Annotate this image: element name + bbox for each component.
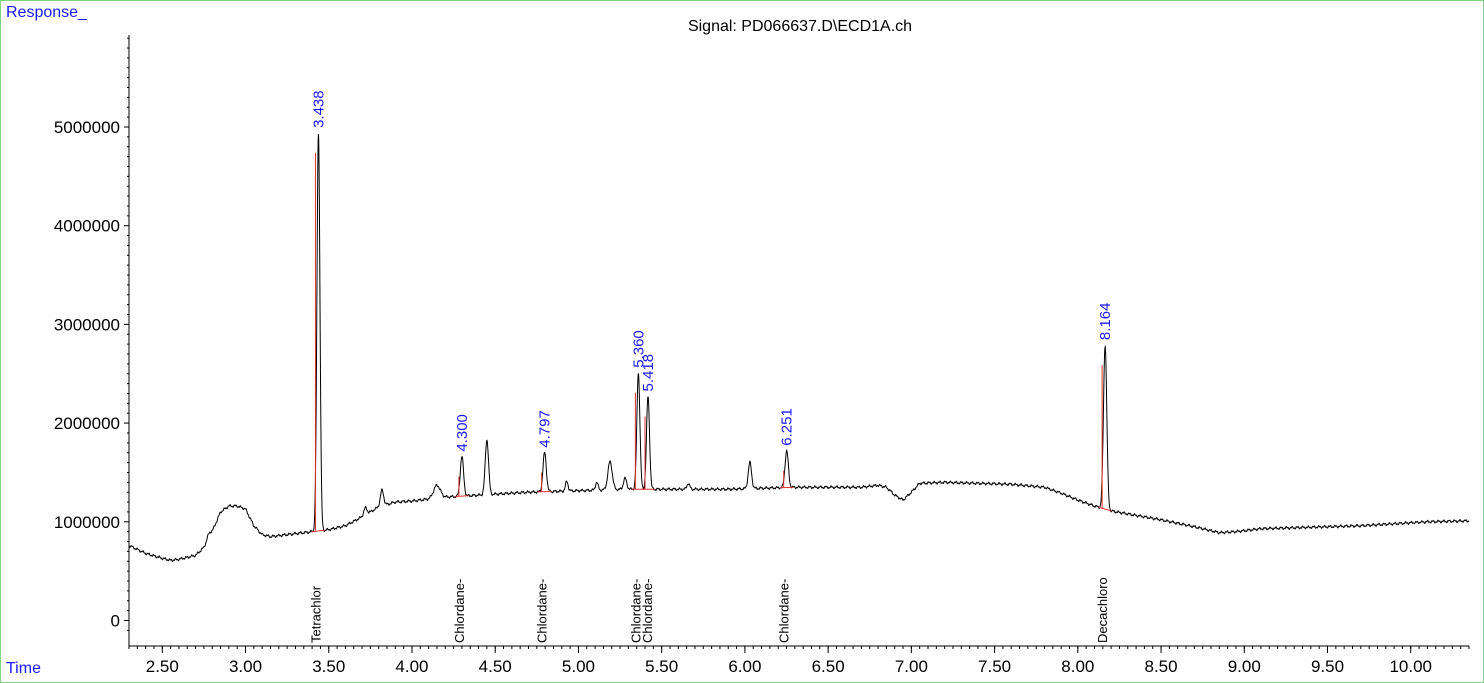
x-tick-label: 4.00 [395,657,428,676]
x-tick-label: 10.00 [1389,657,1432,676]
x-tick-label: 3.50 [312,657,345,676]
x-tick-label: 5.50 [645,657,678,676]
compound-label: Chlordane- [640,579,655,643]
x-tick-label: 7.00 [895,657,928,676]
y-tick-label: 2000000 [54,414,120,433]
chart-title: Signal: PD066637.D\ECD1A.ch [687,18,913,35]
peak-rt-label: 4.300 [454,414,471,452]
y-tick-label: 5000000 [54,118,120,137]
peak-rt-label: 6.251 [779,408,796,446]
x-tick-label: 7.50 [978,657,1011,676]
integration-baseline [1098,506,1112,512]
x-tick-label: 8.00 [1061,657,1094,676]
x-tick-label: 6.00 [728,657,761,676]
y-tick-label: 3000000 [54,315,120,334]
peak-rt-label: 8.164 [1097,303,1114,341]
x-tick-label: 8.50 [1145,657,1178,676]
y-tick-label: 0 [111,612,120,631]
compound-label: Tetrachlor [308,585,323,643]
y-tick-label: 1000000 [54,513,120,532]
y-tick-label: 4000000 [54,217,120,236]
x-tick-label: 3.00 [229,657,262,676]
peak-rt-label: 5.360 [630,330,647,368]
axes: 0 1000000 2000000 3000000 4000000 5000000 2.50… [54,35,1470,676]
compound-label: Chlordane- [628,579,643,643]
y-axis-title: Response_ [6,4,87,21]
compound-label: Chlordane- [535,579,550,643]
integration-baseline [455,495,469,498]
peak-rt-label: 5.418 [640,354,657,392]
marks: 3.438 Tetrachlor 4.300 Chlordane- 4.797 Chlor… [128,90,1470,643]
x-tick-label: 9.50 [1311,657,1344,676]
x-axis-title: Time [6,660,41,677]
x-tick-label: 9.00 [1228,657,1261,676]
integration-baseline [311,529,326,533]
compound-label: Chlordane- [777,579,792,643]
x-tick-label: 4.50 [479,657,512,676]
compound-label: Decachloro [1095,577,1110,643]
peak-rt-label: 4.797 [537,410,554,448]
peak-rt-label: 3.438 [310,90,327,128]
x-tick-label: 5.00 [562,657,595,676]
compound-label: Chlordane- [452,579,467,643]
x-tick-label: 6.50 [812,657,845,676]
x-tick-label: 2.50 [146,657,179,676]
signal-trace [128,134,1470,563]
